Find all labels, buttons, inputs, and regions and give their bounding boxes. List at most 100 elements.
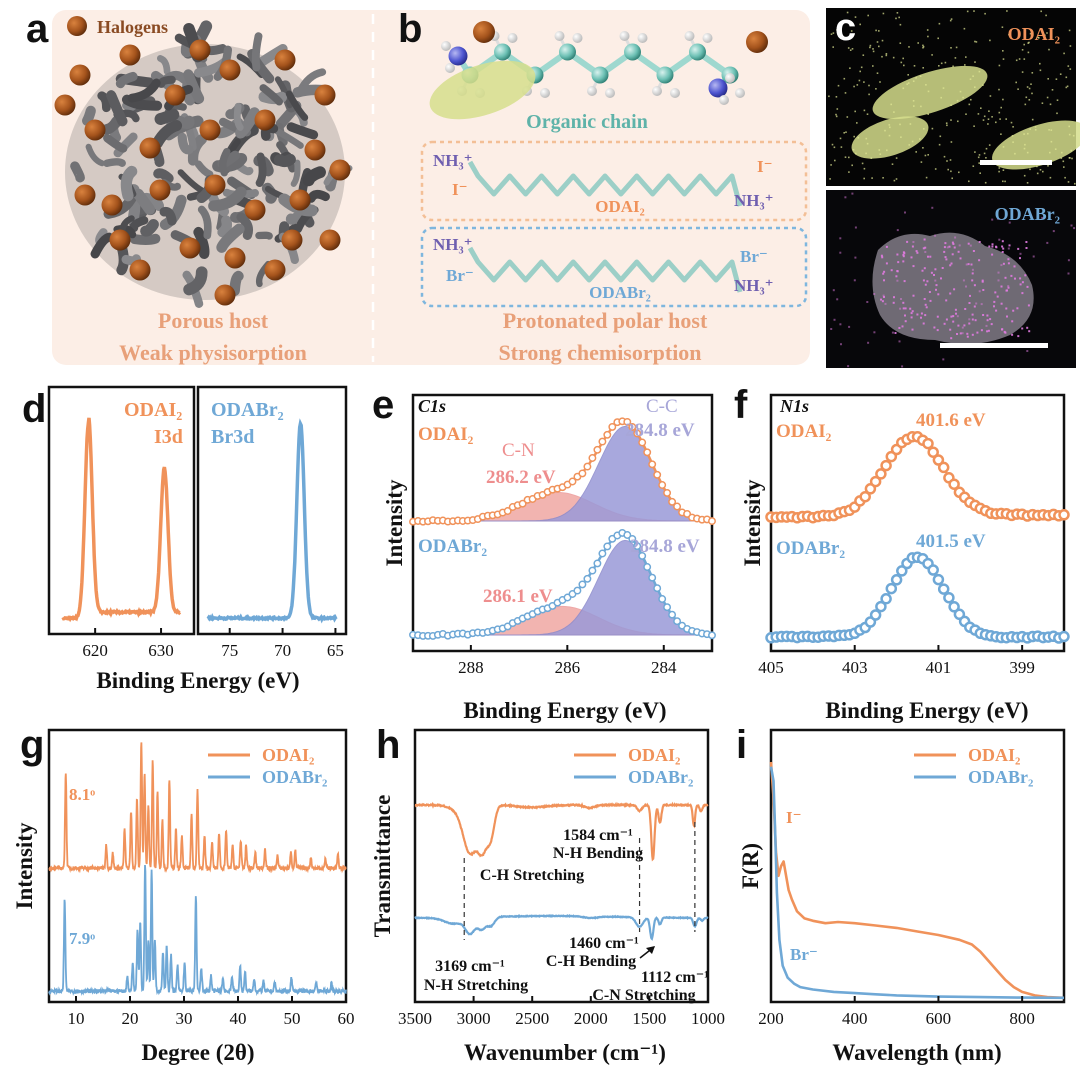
iodine-signal-dot [982,84,984,86]
bromine-signal-dot [1041,216,1044,219]
bromine-signal-dot [1001,251,1004,253]
bromine-signal-dot [995,245,997,248]
halogen-ball [244,199,266,221]
chart-e-xps-c1s: 288 286 284 C1s ODAI₂ ODABr₂ C-N 286.2 eV C-C 284… [382,393,716,723]
panel-a-caption-1: Porous host [158,308,269,333]
bromine-signal-dot [945,299,948,302]
bromine-signal-dot [910,256,913,259]
iodine-signal-dot [943,155,946,158]
carbon-atom [591,66,609,84]
bromine-signal-dot [920,312,923,315]
chart-f-data-point [1058,509,1070,521]
iodine-signal-dot [998,111,1001,114]
iodine-signal-dot [1070,149,1072,152]
bromine-signal-dot [1028,330,1031,333]
bromine-signal-dot [971,318,974,321]
iodine-signal-dot [868,93,870,96]
sponge-strut [132,188,156,215]
bromine-signal-dot [995,309,998,312]
iodine-signal-dot [1000,106,1002,109]
bromine-signal-dot [946,246,949,249]
odai2-center-label: ODAI₂ [595,197,645,216]
iodine-signal-dot [846,116,849,118]
bromine-signal-dot [851,192,854,195]
chart-f-data-point [927,446,939,458]
iodine-signal-dot [926,29,929,31]
bromine-signal-dot [854,226,857,229]
iodine-signal-dot [1036,172,1039,175]
bromine-signal-dot [898,340,901,343]
panel-a-caption-2: Weak physisorption [119,340,307,365]
iodine-signal-dot [1049,151,1051,154]
bromine-signal-dot [853,279,856,282]
iodine-signal-dot [844,156,847,158]
bromine-signal-dot [929,299,932,302]
carbon-atom [656,66,674,84]
halogen-ball [264,259,286,281]
iodine-signal-dot [865,152,867,155]
chart-d-legend-1: ODAI₂ [124,399,182,421]
iodine-signal-dot [835,115,838,118]
iodine-signal-dot [977,156,980,159]
iodine-signal-dot [983,115,986,118]
iodine-signal-dot [924,154,927,157]
iodine-signal-dot [1015,81,1017,84]
iodine-signal-dot [955,46,958,49]
iodine-signal-dot [917,42,919,44]
chart-e-data-point [673,617,682,626]
chart-f-data-point [885,582,898,595]
bromine-signal-dot [959,332,962,335]
chart-e-data-point [668,610,677,619]
chart-e-data-point [623,531,632,539]
chart-e-cn-label: C-N [502,440,535,461]
bromine-signal-dot [881,300,884,303]
iodine-signal-dot [1056,112,1058,115]
halogen-ball [204,174,226,196]
bromine-signal-dot [965,263,968,266]
bromine-signal-dot [954,308,957,311]
bromine-signal-dot [912,241,915,243]
chart-f-data-point [1058,630,1070,643]
bromine-signal-dot [998,238,1001,241]
iodine-signal-dot [1036,165,1038,168]
bromine-signal-dot [1019,252,1022,255]
scale-bar-top [980,160,1052,165]
bromine-signal-dot [1032,255,1035,258]
iodine-signal-dot [1010,121,1013,124]
hydrogen-atom [441,41,451,51]
bromine-signal-dot [896,253,899,256]
bromine-signal-dot [990,323,993,326]
odabr2-nh3-left: NH₃⁺ [433,235,473,254]
iodine-signal-dot [1031,72,1034,74]
chart-e-data-point [588,566,597,575]
iodine-signal-dot [1014,152,1016,155]
iodine-signal-dot [1065,86,1068,89]
iodine-signal-dot [1001,26,1004,28]
chart-i-frame [769,728,1066,1004]
halogen-ball [84,119,106,141]
halogen-ball [119,44,141,66]
sponge-strut [82,105,96,126]
iodine-signal-dot [885,53,888,55]
iodine-signal-dot [1049,176,1052,179]
chart-f-data-point [937,461,950,474]
chart-g-series-odai2 [48,742,347,874]
chart-f-data-point [859,490,871,503]
sponge-strut [197,205,212,240]
chart-e-legend-odai2: ODAI₂ [418,424,474,445]
iodine-signal-dot [879,153,882,155]
bromine-signal-dot [1019,283,1022,286]
bromine-signal-dot [925,306,928,309]
iodine-signal-dot [965,113,967,115]
halogen-ball [179,237,201,259]
iodine-signal-dot [989,39,991,42]
iodine-signal-dot [1034,129,1037,131]
iodine-signal-dot [962,96,964,99]
bromine-signal-dot [839,237,842,240]
iodine-signal-dot [938,22,941,25]
sponge-strut [219,148,231,177]
iodine-signal-dot [1041,102,1044,104]
bromine-signal-dot [921,269,924,272]
bromine-signal-dot [957,250,960,253]
bromine-signal-dot [902,307,905,310]
